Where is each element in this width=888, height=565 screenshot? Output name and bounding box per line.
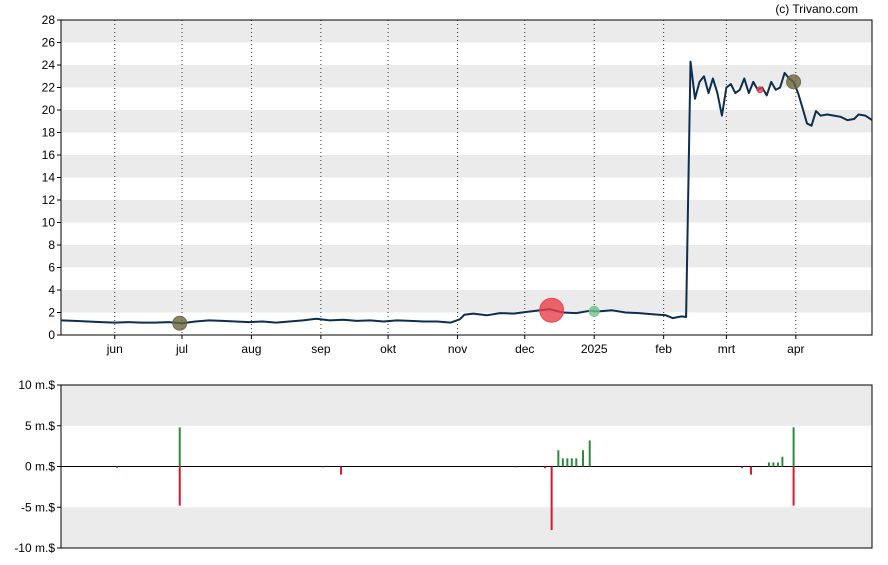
price-x-axis: jun jul aug sep okt nov dec 2025 feb mrt apr bbox=[106, 335, 805, 356]
price-band bbox=[61, 20, 872, 43]
volume-y-tick-label: -5 m.$ bbox=[21, 500, 55, 514]
price-band bbox=[61, 290, 872, 313]
volume-y-tick-label: 5 m.$ bbox=[25, 419, 55, 433]
volume-grid-bands bbox=[61, 385, 872, 548]
price-y-tick-label: 20 bbox=[42, 103, 56, 117]
price-x-tick-label: mrt bbox=[718, 342, 736, 356]
credit-label: (c) Trivano.com bbox=[775, 2, 858, 16]
price-y-tick-label: 22 bbox=[42, 81, 56, 95]
volume-y-tick-label: 0 m.$ bbox=[25, 460, 55, 474]
price-y-tick-label: 24 bbox=[42, 58, 56, 72]
price-y-tick-label: 8 bbox=[48, 238, 55, 252]
price-band bbox=[61, 245, 872, 268]
price-y-tick-label: 10 bbox=[42, 216, 56, 230]
price-marker bbox=[786, 74, 802, 90]
volume-band bbox=[61, 385, 872, 426]
price-y-tick-label: 14 bbox=[42, 171, 56, 185]
price-marker bbox=[588, 305, 600, 317]
price-marker bbox=[539, 297, 565, 323]
price-grid-bands bbox=[61, 20, 872, 313]
price-x-tick-label: sep bbox=[311, 342, 331, 356]
price-x-tick-label: apr bbox=[787, 342, 804, 356]
price-band bbox=[61, 110, 872, 133]
price-x-tick-label: nov bbox=[448, 342, 467, 356]
price-markers bbox=[172, 74, 802, 331]
price-y-tick-label: 18 bbox=[42, 126, 56, 140]
price-y-tick-label: 12 bbox=[42, 193, 56, 207]
volume-y-tick-label: -10 m.$ bbox=[14, 541, 55, 555]
price-y-tick-label: 4 bbox=[48, 283, 55, 297]
price-band bbox=[61, 65, 872, 88]
price-band bbox=[61, 200, 872, 223]
price-x-tick-label: aug bbox=[241, 342, 261, 356]
price-y-tick-label: 0 bbox=[48, 328, 55, 342]
price-y-tick-label: 26 bbox=[42, 36, 56, 50]
price-y-tick-label: 6 bbox=[48, 261, 55, 275]
price-y-tick-label: 28 bbox=[42, 13, 56, 27]
price-x-tick-label: dec bbox=[515, 342, 534, 356]
price-x-tick-label: 2025 bbox=[581, 342, 608, 356]
price-x-tick-label: feb bbox=[655, 342, 672, 356]
price-x-tick-label: okt bbox=[380, 342, 397, 356]
price-marker bbox=[172, 315, 188, 331]
volume-y-tick-label: 10 m.$ bbox=[18, 378, 55, 392]
price-y-tick-label: 16 bbox=[42, 148, 56, 162]
volume-bars bbox=[116, 427, 795, 531]
price-x-tick-label: jul bbox=[175, 342, 188, 356]
volume-band bbox=[61, 507, 872, 548]
price-y-tick-label: 2 bbox=[48, 306, 55, 320]
price-band bbox=[61, 155, 872, 178]
price-series-line bbox=[60, 60, 873, 325]
price-marker bbox=[756, 86, 764, 94]
volume-y-axis: -10 m.$ -5 m.$ 0 m.$ 5 m.$ 10 m.$ bbox=[14, 378, 61, 555]
price-x-tick-label: jun bbox=[106, 342, 123, 356]
volume-chart: -10 m.$ -5 m.$ 0 m.$ 5 m.$ 10 m.$ bbox=[14, 378, 873, 555]
price-grid-vlines bbox=[114, 20, 797, 335]
